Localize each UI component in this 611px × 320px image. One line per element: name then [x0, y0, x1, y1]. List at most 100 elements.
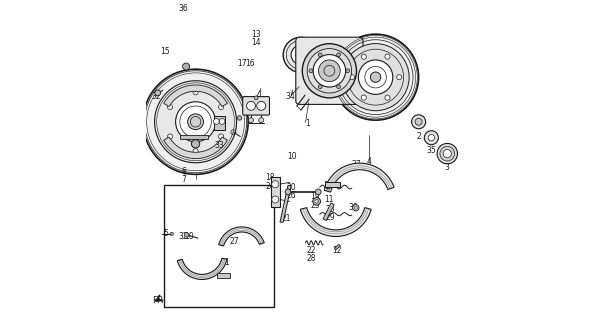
- Text: 6: 6: [181, 167, 186, 176]
- Circle shape: [415, 118, 422, 125]
- Text: 31: 31: [221, 258, 230, 267]
- Circle shape: [342, 52, 348, 58]
- Text: 24: 24: [265, 182, 274, 191]
- Text: 32: 32: [178, 232, 188, 241]
- Circle shape: [185, 233, 189, 237]
- Text: 10: 10: [184, 232, 194, 241]
- Circle shape: [283, 37, 318, 72]
- Circle shape: [311, 52, 316, 58]
- Text: 27: 27: [230, 237, 240, 246]
- Text: 32: 32: [152, 92, 161, 101]
- Text: 33: 33: [214, 141, 224, 150]
- Circle shape: [361, 95, 367, 100]
- Circle shape: [370, 72, 381, 82]
- Circle shape: [337, 53, 340, 57]
- Text: 21: 21: [282, 214, 291, 223]
- Text: 16: 16: [245, 59, 255, 68]
- Circle shape: [342, 44, 409, 111]
- Circle shape: [307, 49, 351, 93]
- Bar: [213, 116, 225, 130]
- Circle shape: [428, 134, 434, 141]
- Circle shape: [361, 54, 367, 59]
- Polygon shape: [180, 135, 208, 139]
- Circle shape: [167, 134, 173, 139]
- Circle shape: [318, 85, 322, 89]
- Bar: [271, 177, 280, 207]
- Circle shape: [342, 84, 348, 89]
- Bar: [218, 273, 230, 278]
- Text: 20: 20: [287, 183, 296, 192]
- Text: 34: 34: [285, 92, 295, 101]
- Circle shape: [353, 204, 359, 211]
- Text: 22: 22: [307, 246, 316, 255]
- Text: 19: 19: [310, 192, 320, 201]
- Text: 35: 35: [426, 146, 436, 155]
- Text: 18: 18: [265, 173, 274, 182]
- Circle shape: [443, 149, 452, 158]
- Circle shape: [258, 118, 264, 123]
- FancyBboxPatch shape: [243, 97, 269, 115]
- Text: 26: 26: [287, 190, 296, 200]
- Circle shape: [143, 69, 248, 174]
- Text: 27: 27: [352, 160, 361, 169]
- Circle shape: [412, 115, 426, 129]
- Text: FR.: FR.: [152, 296, 166, 305]
- Circle shape: [425, 131, 438, 145]
- Circle shape: [257, 101, 266, 110]
- Circle shape: [188, 114, 203, 130]
- Circle shape: [254, 96, 258, 100]
- Text: 28: 28: [307, 254, 316, 263]
- Circle shape: [219, 134, 224, 139]
- Circle shape: [359, 60, 393, 94]
- Polygon shape: [323, 203, 334, 220]
- Text: 30: 30: [348, 203, 358, 212]
- Circle shape: [219, 119, 225, 124]
- Circle shape: [272, 181, 279, 188]
- Circle shape: [349, 75, 354, 80]
- Circle shape: [440, 146, 455, 161]
- Text: 11: 11: [324, 195, 334, 204]
- Circle shape: [291, 45, 310, 65]
- Bar: [324, 182, 340, 187]
- Polygon shape: [164, 137, 227, 158]
- Circle shape: [155, 81, 236, 163]
- Circle shape: [175, 102, 216, 142]
- Text: 31: 31: [323, 181, 332, 190]
- Text: 25: 25: [310, 201, 320, 210]
- Circle shape: [237, 116, 242, 120]
- Text: 2: 2: [417, 132, 422, 140]
- Text: 15: 15: [161, 47, 170, 56]
- Circle shape: [318, 60, 340, 82]
- Polygon shape: [164, 85, 227, 107]
- Circle shape: [311, 84, 316, 89]
- Circle shape: [285, 189, 291, 195]
- Circle shape: [346, 69, 349, 73]
- Circle shape: [249, 118, 254, 123]
- Circle shape: [183, 63, 189, 70]
- Circle shape: [385, 54, 390, 59]
- Polygon shape: [219, 227, 264, 246]
- Circle shape: [309, 69, 313, 73]
- Circle shape: [213, 119, 219, 124]
- Circle shape: [437, 143, 458, 164]
- FancyBboxPatch shape: [296, 37, 363, 104]
- Text: 12: 12: [332, 246, 342, 255]
- Text: 10: 10: [287, 152, 297, 161]
- Polygon shape: [301, 208, 371, 236]
- Circle shape: [332, 34, 419, 120]
- Circle shape: [247, 101, 255, 110]
- Polygon shape: [334, 244, 340, 250]
- Circle shape: [315, 189, 321, 195]
- Circle shape: [385, 95, 390, 100]
- Text: 14: 14: [251, 38, 261, 47]
- Circle shape: [302, 44, 356, 98]
- Circle shape: [193, 149, 198, 154]
- Text: 7: 7: [181, 175, 186, 184]
- Polygon shape: [324, 163, 394, 192]
- Circle shape: [193, 90, 198, 95]
- Circle shape: [313, 197, 321, 205]
- Text: 23: 23: [326, 205, 335, 214]
- Text: 5: 5: [163, 229, 168, 238]
- Circle shape: [170, 232, 174, 236]
- Bar: [164, 186, 274, 307]
